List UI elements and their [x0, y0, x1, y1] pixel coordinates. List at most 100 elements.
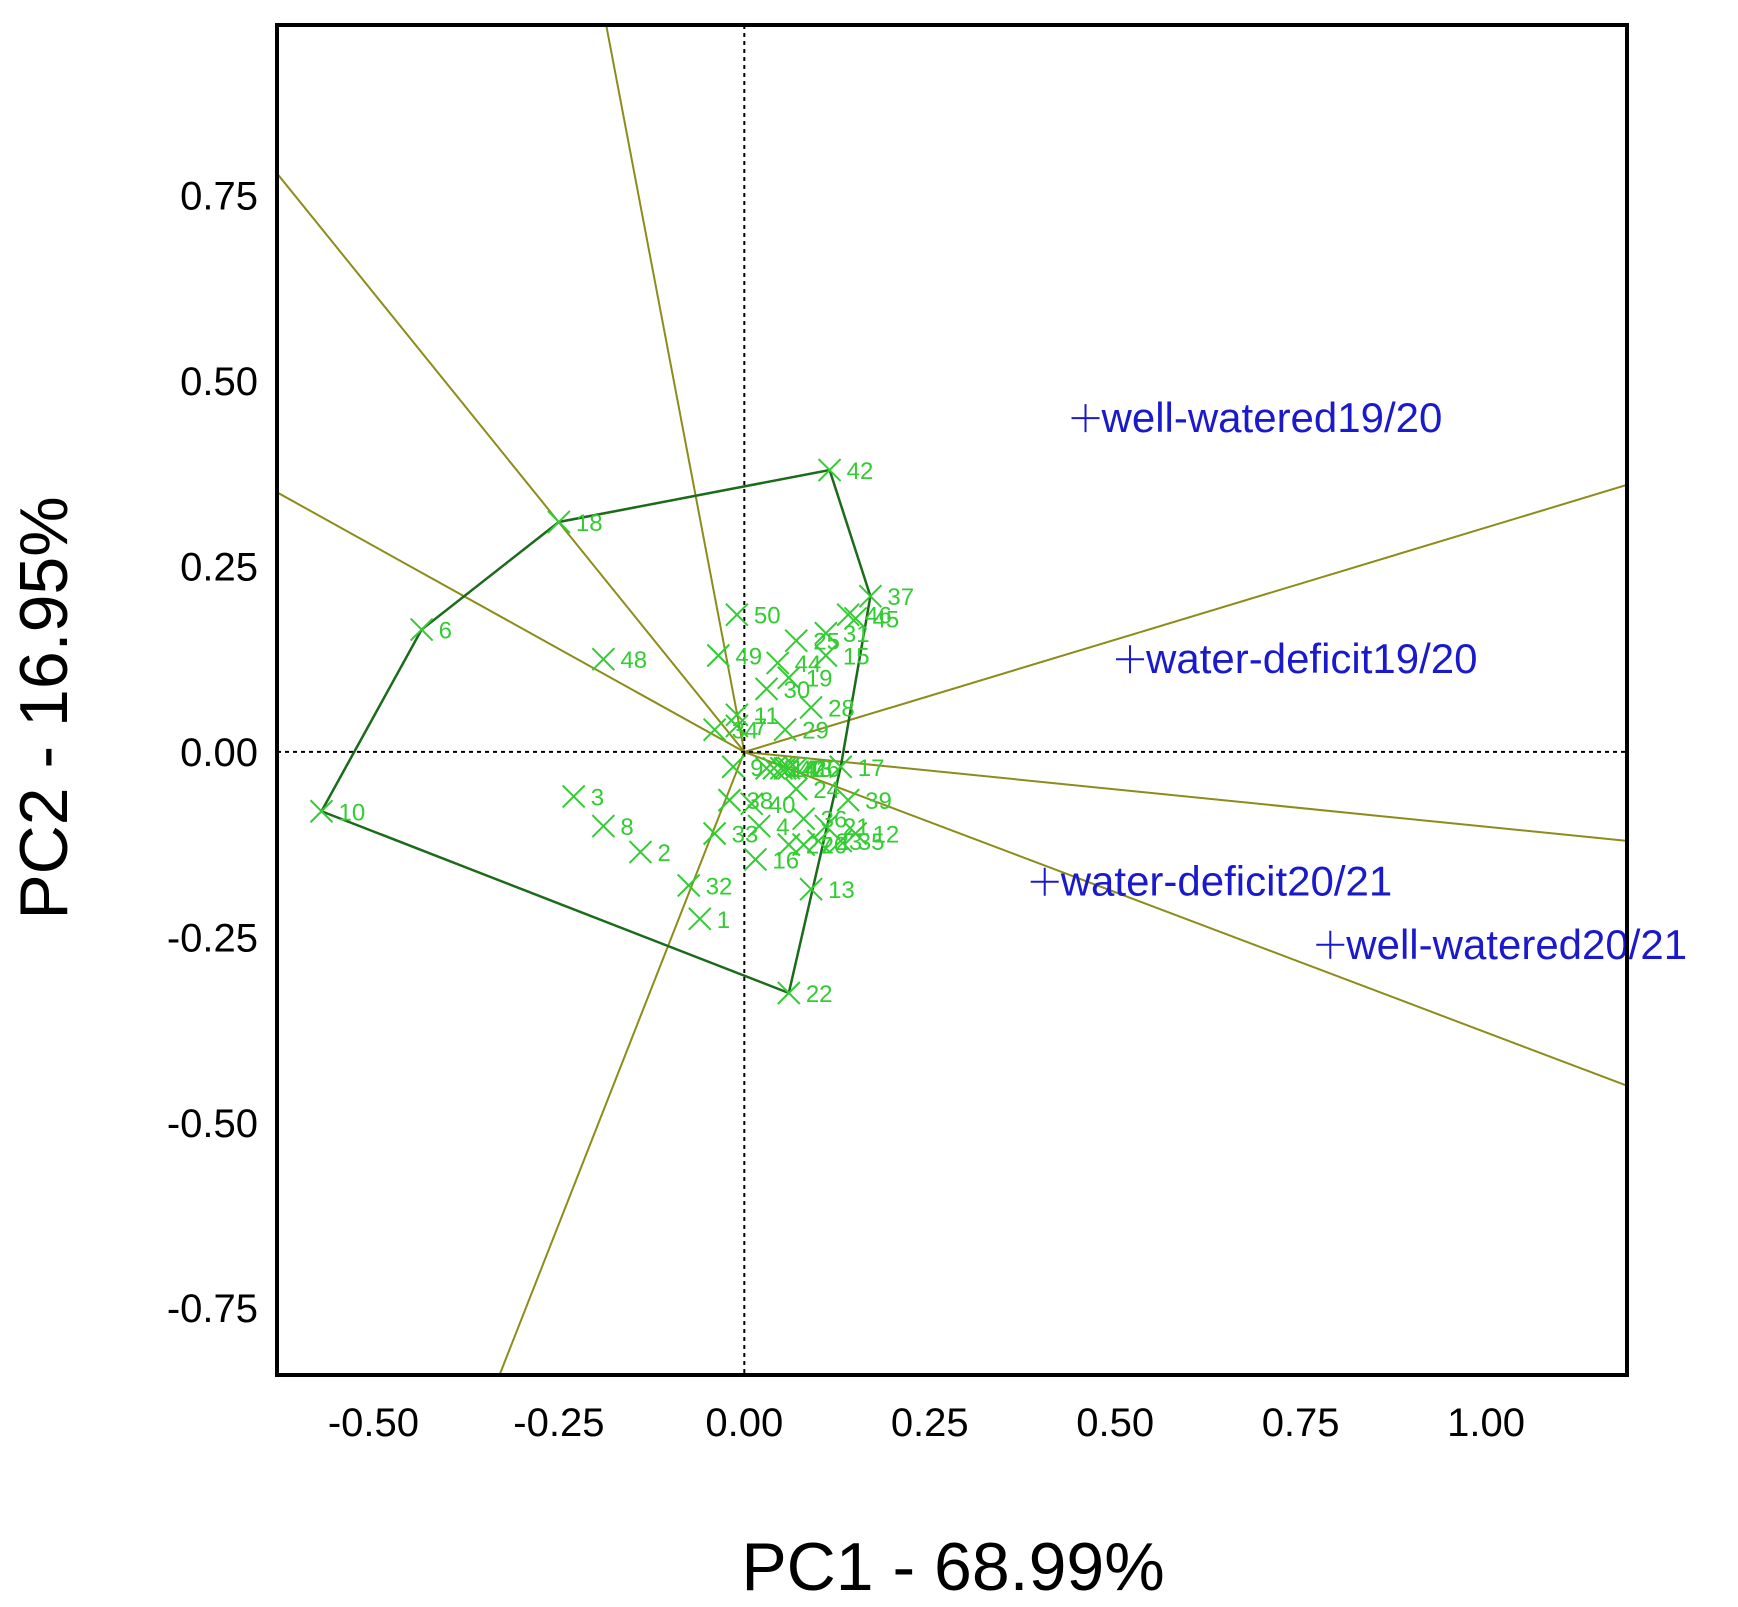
genotype-label: 35 — [858, 829, 885, 856]
genotype-label: 22 — [806, 981, 833, 1008]
environment-label: well-watered19/20 — [1101, 394, 1443, 441]
environment-marker — [1116, 645, 1145, 674]
genotype-marker — [688, 907, 712, 931]
genotype-label: 13 — [828, 877, 855, 904]
genotype-label: 30 — [784, 677, 811, 704]
genotype-marker — [743, 847, 768, 872]
genotype-marker — [702, 717, 727, 742]
genotype-marker — [547, 510, 571, 534]
genotype-label: 32 — [706, 873, 733, 900]
genotype-marker — [777, 832, 801, 857]
genotype-marker — [829, 755, 853, 779]
genotype-label: 33 — [732, 822, 759, 849]
y-tick-label: 0.75 — [180, 175, 258, 219]
genotype-marker — [721, 755, 745, 779]
environment-label: well-watered20/21 — [1345, 921, 1687, 968]
genotype-marker — [843, 821, 868, 846]
genotype-label: 44 — [795, 651, 822, 678]
genotype-marker — [717, 788, 742, 812]
sector-ray — [498, 751, 746, 1375]
genotype-marker — [806, 829, 831, 853]
genotype-label: 29 — [802, 718, 829, 745]
genotype-marker — [777, 756, 801, 780]
environment-marker — [1071, 404, 1100, 433]
x-tick-label: 0.25 — [891, 1401, 969, 1445]
genotype-label: 18 — [576, 510, 603, 537]
genotype-label: 41 — [802, 756, 829, 783]
sector-rays — [277, 25, 1627, 1375]
genotype-label: 28 — [828, 695, 855, 722]
genotype-label: 42 — [847, 458, 874, 485]
genotype-marker — [725, 602, 749, 627]
genotype-marker — [836, 788, 860, 812]
plot-frame — [275, 23, 1629, 1377]
genotype-marker — [791, 806, 816, 831]
genotype-label: 2 — [657, 840, 670, 867]
genotype-label: 50 — [754, 603, 781, 630]
genotype-marker — [858, 584, 883, 608]
y-axis-ticks: 0.75 0.50 0.25 0.00 -0.25 -0.50 -0.75 — [167, 175, 258, 1332]
genotype-label: 8 — [620, 814, 633, 841]
genotype-marker — [814, 621, 838, 645]
y-tick-label: 0.00 — [180, 731, 258, 775]
genotype-marker — [725, 703, 749, 727]
genotype-label: 21 — [843, 814, 870, 841]
genotype-label: 7 — [754, 714, 767, 741]
genotype-points: 1234567891011121314151617181920212223242… — [309, 458, 914, 1008]
genotype-marker — [769, 756, 794, 780]
genotype-marker — [836, 602, 860, 627]
genotype-marker — [676, 873, 701, 898]
genotype-marker — [591, 647, 616, 671]
genotype-marker — [777, 981, 801, 1005]
genotype-label: 40 — [769, 792, 796, 819]
genotype-label: 3 — [591, 784, 604, 811]
genotype-label: 43 — [806, 756, 833, 783]
environment-marker — [1030, 867, 1059, 896]
genotype-label: 47 — [798, 756, 825, 783]
genotype-label: 49 — [735, 643, 762, 670]
genotype-marker — [829, 829, 853, 853]
sector-ray — [744, 483, 1627, 753]
genotype-label: 11 — [754, 703, 779, 730]
genotype-label: 9 — [750, 755, 763, 782]
y-tick-label: 0.25 — [180, 545, 258, 589]
environment-points: well-watered19/20 water-deficit19/20 water… — [1030, 394, 1687, 968]
y-tick-label: 0.50 — [180, 360, 258, 404]
genotype-label: 37 — [887, 584, 914, 611]
x-tick-label: -0.50 — [328, 1401, 419, 1445]
genotype-marker — [409, 617, 434, 642]
genotype-label: 36 — [821, 807, 848, 834]
genotype-marker — [706, 643, 731, 668]
sector-ray — [744, 750, 1627, 842]
genotype-label: 16 — [772, 847, 799, 874]
genotype-label: 48 — [620, 647, 647, 674]
genotype-marker — [814, 643, 838, 668]
environment-marker — [1316, 930, 1345, 959]
genotype-marker — [843, 606, 868, 631]
genotype-marker — [817, 458, 842, 482]
genotype-marker — [561, 784, 586, 809]
x-tick-label: 0.50 — [1076, 1401, 1154, 1445]
y-tick-label: -0.75 — [167, 1287, 258, 1331]
genotype-label: 45 — [873, 606, 900, 633]
genotype-marker — [747, 814, 771, 838]
environment-label: water-deficit20/21 — [1060, 858, 1393, 905]
sector-ray — [605, 25, 746, 753]
genotype-label: 19 — [806, 666, 833, 693]
genotype-label: 39 — [865, 788, 892, 815]
genotype-marker — [628, 840, 653, 864]
y-axis-title: PC2 - 16.95% — [6, 496, 82, 919]
genotype-label: 34 — [732, 718, 759, 745]
genotype-marker — [765, 651, 790, 675]
genotype-label: 46 — [865, 603, 892, 630]
environment-label: water-deficit19/20 — [1145, 635, 1478, 682]
genotype-marker — [591, 814, 616, 838]
genotype-marker — [702, 821, 727, 846]
x-axis-title: PC1 - 68.99% — [741, 1529, 1164, 1605]
genotype-marker — [784, 777, 808, 801]
x-tick-label: 0.75 — [1262, 1401, 1340, 1445]
y-tick-label: -0.25 — [167, 916, 258, 960]
sector-ray — [277, 491, 745, 753]
genotype-marker — [799, 695, 823, 720]
